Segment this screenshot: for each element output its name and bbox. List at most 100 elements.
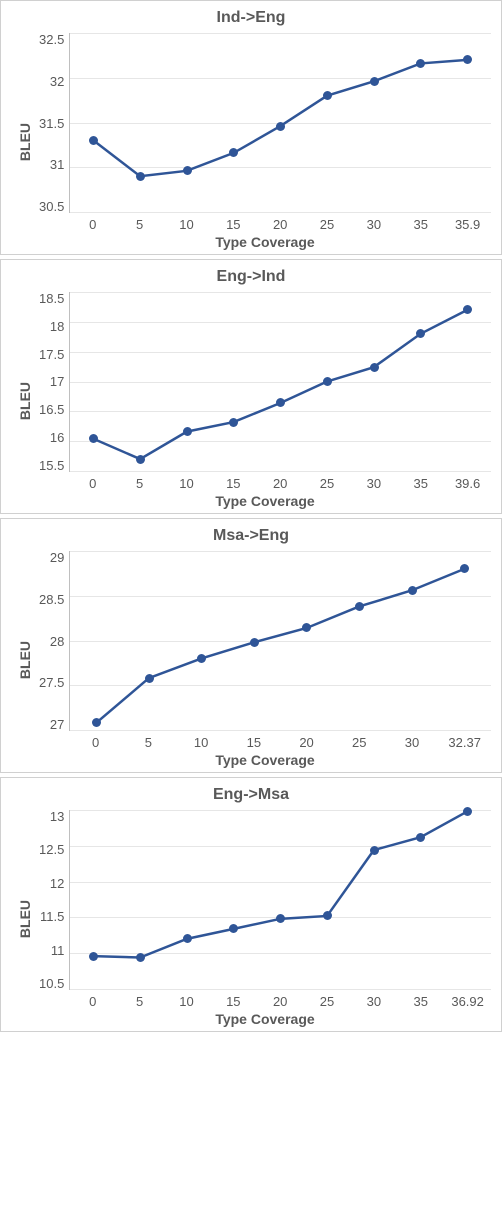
x-tick-label: 15 <box>227 735 280 750</box>
data-line <box>94 811 468 957</box>
plot-area <box>69 551 491 731</box>
plot-area <box>69 810 491 990</box>
grid-line <box>70 212 491 213</box>
data-marker <box>463 807 472 816</box>
data-marker <box>370 77 379 86</box>
x-tick-label: 10 <box>163 217 210 232</box>
x-tick-label: 30 <box>350 994 397 1009</box>
x-tick-label: 0 <box>69 994 116 1009</box>
series-svg <box>70 292 491 471</box>
x-tick-label: 35.9 <box>444 217 491 232</box>
plot-area <box>69 292 491 472</box>
data-marker <box>145 674 154 683</box>
x-tick-label: 36.92 <box>444 994 491 1009</box>
chart-title: Eng->Ind <box>11 268 491 286</box>
x-tick-label: 30 <box>386 735 439 750</box>
data-marker <box>89 136 98 145</box>
x-tick-label: 30 <box>350 217 397 232</box>
y-tick-label: 12.5 <box>39 843 64 856</box>
x-tick-label: 35 <box>397 217 444 232</box>
x-tick-label: 32.37 <box>438 735 491 750</box>
chart-panel-msa-eng: Msa->EngBLEU2928.52827.52728.50510152025… <box>0 518 502 773</box>
x-tick-label: 5 <box>116 217 163 232</box>
x-axis-label: Type Coverage <box>39 752 491 768</box>
data-line <box>94 60 468 176</box>
x-tick-label: 20 <box>257 476 304 491</box>
chart-panel-eng-msa: Eng->MsaBLEU1312.51211.51110.512.5051015… <box>0 777 502 1032</box>
y-tick-label: 31.5 <box>39 117 64 130</box>
x-axis-label: Type Coverage <box>39 234 491 250</box>
x-tick-label: 25 <box>304 476 351 491</box>
y-tick-label: 18 <box>39 320 64 333</box>
chart-title: Eng->Msa <box>11 786 491 804</box>
series-svg <box>70 551 491 730</box>
y-axis-label: BLEU <box>17 381 33 419</box>
y-tick-label: 29 <box>39 551 64 564</box>
y-tick-label: 15.5 <box>39 459 64 472</box>
y-tick-label: 32 <box>39 75 64 88</box>
grid-line <box>70 989 491 990</box>
x-tick-label: 5 <box>122 735 175 750</box>
x-tick-label: 10 <box>163 994 210 1009</box>
y-tick-label: 16.5 <box>39 403 64 416</box>
x-tick-label: 5 <box>116 476 163 491</box>
plot-area <box>69 33 491 213</box>
data-marker <box>276 122 285 131</box>
x-tick-label: 0 <box>69 217 116 232</box>
x-axis-label: Type Coverage <box>39 493 491 509</box>
data-marker <box>183 934 192 943</box>
x-tick-label: 0 <box>69 476 116 491</box>
data-marker <box>323 377 332 386</box>
data-marker <box>355 602 364 611</box>
y-tick-label: 10.5 <box>39 977 64 990</box>
data-marker <box>183 427 192 436</box>
x-ticks: 32.50510152025303535.9 <box>39 217 491 232</box>
y-tick-label: 27 <box>39 718 64 731</box>
x-ticks: 12.50510152025303536.92 <box>39 994 491 1009</box>
x-tick-label: 15 <box>210 994 257 1009</box>
series-svg <box>70 810 491 989</box>
y-ticks: 32.5 32 31.5 31 30.5 <box>39 33 69 213</box>
y-tick-label: 30.5 <box>39 200 64 213</box>
y-tick-label: 11 <box>39 944 64 957</box>
y-tick-label: 31 <box>39 158 64 171</box>
y-tick-label: 32.5 <box>39 33 64 46</box>
grid-line <box>70 730 491 731</box>
x-tick-label: 10 <box>163 476 210 491</box>
data-marker <box>323 91 332 100</box>
data-marker <box>136 953 145 962</box>
data-marker <box>250 638 259 647</box>
data-marker <box>370 363 379 372</box>
grid-line <box>70 471 491 472</box>
y-tick-label: 28 <box>39 635 64 648</box>
x-tick-label: 25 <box>304 217 351 232</box>
x-tick-label: 20 <box>257 217 304 232</box>
x-tick-label: 35 <box>397 994 444 1009</box>
x-tick-label: 0 <box>69 735 122 750</box>
data-marker <box>136 172 145 181</box>
y-ticks: 18.51817.51716.51615.5 <box>39 292 69 472</box>
data-marker <box>89 952 98 961</box>
y-ticks: 1312.51211.51110.5 <box>39 810 69 990</box>
chart-title: Ind->Eng <box>11 9 491 27</box>
y-tick-label: 13 <box>39 810 64 823</box>
x-tick-label: 25 <box>333 735 386 750</box>
chart-title: Msa->Eng <box>11 527 491 545</box>
x-tick-label: 25 <box>304 994 351 1009</box>
y-tick-label: 11.5 <box>39 910 64 923</box>
x-tick-label: 10 <box>175 735 228 750</box>
x-tick-label: 5 <box>116 994 163 1009</box>
data-marker <box>370 846 379 855</box>
y-ticks: 2928.52827.527 <box>39 551 69 731</box>
data-marker <box>408 586 417 595</box>
x-tick-label: 20 <box>257 994 304 1009</box>
x-tick-label: 30 <box>350 476 397 491</box>
data-marker <box>183 166 192 175</box>
x-tick-label: 39.6 <box>444 476 491 491</box>
y-axis-label: BLEU <box>17 640 33 678</box>
x-tick-label: 15 <box>210 476 257 491</box>
data-marker <box>229 418 238 427</box>
chart-panel-eng-ind: Eng->IndBLEU18.51817.51716.51615.518.505… <box>0 259 502 514</box>
y-axis-label: BLEU <box>17 122 33 160</box>
y-tick-label: 16 <box>39 431 64 444</box>
